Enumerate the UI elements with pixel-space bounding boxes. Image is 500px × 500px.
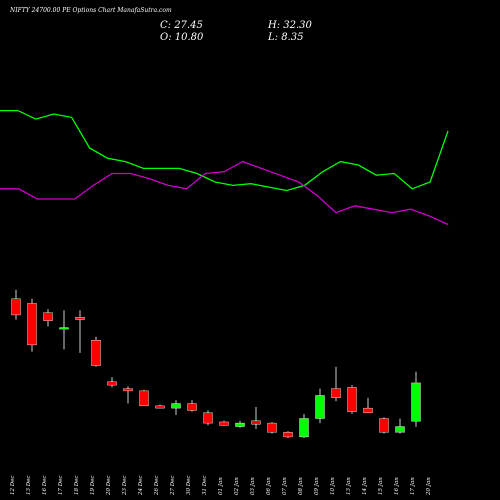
x-tick-label: 08 Jan: [298, 477, 304, 495]
x-tick-label: 26 Dec: [154, 476, 160, 497]
x-tick-label: 12 Dec: [10, 476, 16, 496]
x-tick-label: 27 Dec: [170, 476, 176, 497]
x-tick-label: 17 Jan: [410, 477, 416, 495]
x-tick-label: 01 Jan: [218, 477, 224, 495]
x-tick-label: 16 Jan: [394, 477, 400, 495]
candle-body: [139, 390, 149, 407]
oscillator-panel: [0, 109, 449, 226]
candle-body: [395, 426, 405, 433]
x-tick-label: 30 Dec: [186, 476, 192, 496]
candle-body: [363, 407, 373, 413]
oscillator-green-line: [0, 109, 449, 192]
candle-body: [75, 317, 85, 320]
candle-body: [267, 422, 277, 433]
chart-title: NIFTY 24700.00 PE Options Chart ManafaSu…: [9, 7, 172, 14]
candle-body: [331, 388, 341, 398]
x-tick-label: 14 Jan: [362, 477, 368, 495]
candle-body: [219, 421, 229, 426]
x-tick-label: 16 Dec: [42, 476, 48, 496]
x-tick-label: 13 Jan: [346, 477, 352, 495]
x-tick-label: 02 Jan: [234, 477, 240, 495]
candle-body: [283, 432, 293, 438]
high-value: H: 32.30: [267, 20, 313, 31]
low-value: L: 8.35: [267, 32, 303, 43]
x-tick-label: 10 Jan: [330, 477, 336, 495]
candle-body: [27, 303, 37, 346]
x-tick-label: 20 Dec: [106, 476, 112, 497]
open-value: O: 10.80: [160, 32, 204, 43]
candle-body: [123, 388, 133, 392]
x-axis-ticks: 12 Dec 13 Dec 16 Dec 17 Dec 18 Dec 19 Dec 20 D…: [10, 476, 432, 497]
x-tick-label: 03 Jan: [250, 477, 256, 495]
candle-body: [187, 403, 197, 411]
candle-body: [235, 422, 245, 427]
x-tick-label: 24 Dec: [138, 476, 144, 497]
x-tick-label: 20 Jan: [426, 477, 432, 496]
candle-body: [107, 381, 117, 386]
candle-body: [203, 412, 213, 424]
candle-body: [299, 418, 309, 438]
x-tick-label: 17 Dec: [58, 476, 64, 496]
x-tick-label: 06 Jan: [266, 477, 272, 495]
candle-body: [155, 405, 165, 409]
x-tick-label: 15 Jan: [378, 477, 384, 495]
candle-body: [59, 327, 69, 330]
candle-body: [251, 420, 261, 425]
candle-body: [11, 298, 21, 316]
x-tick-label: 07 Jan: [282, 477, 288, 495]
x-tick-label: 13 Dec: [26, 476, 32, 496]
candle-body: [347, 387, 357, 412]
candle-body: [91, 340, 101, 366]
x-tick-label: 19 Dec: [90, 476, 96, 496]
close-value: C: 27.45: [160, 20, 203, 31]
x-tick-label: 31 Dec: [202, 476, 208, 496]
candle-body: [43, 312, 53, 321]
candle-body: [379, 418, 389, 433]
candle-body: [171, 403, 181, 409]
candle-body: [315, 395, 325, 419]
candles-panel: [11, 289, 421, 439]
oscillator-magenta-line: [0, 160, 449, 226]
x-tick-label: 09 Jan: [314, 477, 320, 495]
x-tick-label: 23 Dec: [122, 476, 128, 497]
candle-body: [411, 382, 421, 422]
x-tick-label: 18 Dec: [74, 476, 80, 496]
